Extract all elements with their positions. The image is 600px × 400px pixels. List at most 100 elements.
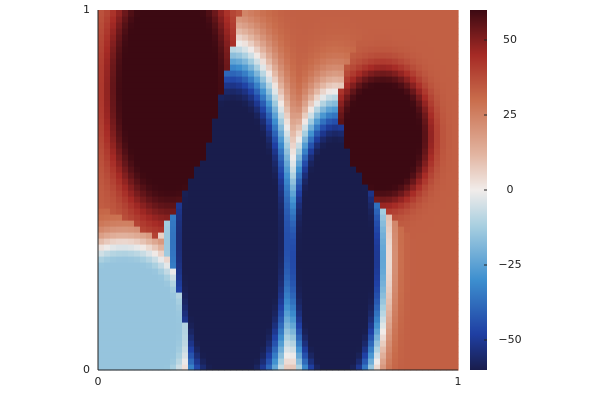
heatmap-cell <box>398 172 405 179</box>
heatmap-cell <box>152 190 159 197</box>
heatmap-cell <box>392 328 399 335</box>
heatmap-cell <box>308 304 315 311</box>
heatmap-cell <box>296 202 303 209</box>
heatmap-cell <box>422 166 429 173</box>
heatmap-cell <box>242 244 249 251</box>
heatmap-cell <box>278 76 285 83</box>
heatmap-cell <box>296 184 303 191</box>
heatmap-cell <box>338 106 345 113</box>
heatmap-cell <box>254 262 261 269</box>
heatmap-cell <box>320 232 327 239</box>
heatmap-cell <box>392 118 399 125</box>
heatmap-cell <box>98 310 105 317</box>
heatmap-cell <box>176 22 183 29</box>
heatmap-cell <box>338 304 345 311</box>
heatmap-cell <box>260 172 267 179</box>
heatmap-cell <box>104 328 111 335</box>
heatmap-cell <box>98 280 105 287</box>
heatmap-cell <box>320 220 327 227</box>
heatmap-cell <box>266 268 273 275</box>
heatmap-cell <box>362 226 369 233</box>
heatmap-cell <box>290 100 297 107</box>
heatmap-cell <box>140 16 147 23</box>
heatmap-cell <box>344 52 351 59</box>
heatmap-cell <box>290 52 297 59</box>
heatmap-cell <box>362 202 369 209</box>
heatmap-cell <box>332 118 339 125</box>
heatmap-cell <box>386 58 393 65</box>
heatmap-cell <box>122 112 129 119</box>
heatmap-cell <box>338 202 345 209</box>
heatmap-cell <box>158 124 165 131</box>
heatmap-cell <box>326 334 333 341</box>
heatmap-cell <box>326 196 333 203</box>
heatmap-cell <box>200 256 207 263</box>
heatmap-cell <box>314 52 321 59</box>
heatmap-cell <box>410 184 417 191</box>
heatmap-cell <box>224 286 231 293</box>
heatmap-cell <box>212 166 219 173</box>
heatmap-cell <box>416 340 423 347</box>
heatmap-cell <box>218 292 225 299</box>
heatmap-cell <box>368 136 375 143</box>
heatmap-cell <box>272 244 279 251</box>
heatmap-cell <box>140 334 147 341</box>
heatmap-cell <box>326 82 333 89</box>
heatmap-cell <box>314 40 321 47</box>
heatmap-cell <box>338 214 345 221</box>
heatmap-cell <box>194 262 201 269</box>
heatmap-cell <box>350 298 357 305</box>
heatmap-cell <box>218 184 225 191</box>
heatmap-cell <box>116 334 123 341</box>
heatmap-cell <box>404 178 411 185</box>
heatmap-cell <box>128 100 135 107</box>
heatmap-cell <box>350 340 357 347</box>
heatmap-cell <box>194 22 201 29</box>
heatmap-cell <box>254 70 261 77</box>
heatmap-cell <box>272 34 279 41</box>
heatmap-cell <box>278 142 285 149</box>
heatmap-cell <box>278 310 285 317</box>
heatmap-cell <box>146 196 153 203</box>
heatmap-cell <box>182 154 189 161</box>
heatmap-cell <box>104 94 111 101</box>
heatmap-cell <box>452 268 459 275</box>
heatmap-cell <box>296 142 303 149</box>
heatmap-cell <box>188 292 195 299</box>
heatmap-cell <box>302 364 309 371</box>
heatmap-cell <box>206 286 213 293</box>
heatmap-cell <box>278 238 285 245</box>
heatmap-cell <box>392 124 399 131</box>
heatmap-cell <box>242 46 249 53</box>
heatmap-cell <box>428 166 435 173</box>
heatmap-cell <box>440 220 447 227</box>
heatmap-cell <box>284 334 291 341</box>
heatmap-cell <box>398 214 405 221</box>
heatmap-cell <box>116 262 123 269</box>
heatmap-cell <box>440 124 447 131</box>
heatmap-cell <box>230 76 237 83</box>
heatmap-cell <box>158 280 165 287</box>
heatmap-cell <box>98 76 105 83</box>
heatmap-cell <box>182 118 189 125</box>
heatmap-cell <box>152 304 159 311</box>
heatmap-cell <box>134 268 141 275</box>
heatmap-cell <box>374 214 381 221</box>
heatmap-cell <box>242 358 249 365</box>
heatmap-cell <box>434 112 441 119</box>
heatmap-cell <box>200 304 207 311</box>
heatmap-cell <box>128 166 135 173</box>
heatmap-cell <box>194 88 201 95</box>
heatmap-cell <box>230 160 237 167</box>
heatmap-cell <box>332 346 339 353</box>
heatmap-cell <box>428 70 435 77</box>
heatmap-cell <box>230 40 237 47</box>
heatmap-cell <box>344 124 351 131</box>
heatmap-cell <box>128 88 135 95</box>
heatmap-cell <box>104 184 111 191</box>
heatmap-cell <box>320 256 327 263</box>
heatmap-cell <box>284 112 291 119</box>
heatmap-cell <box>248 244 255 251</box>
heatmap-cell <box>278 322 285 329</box>
